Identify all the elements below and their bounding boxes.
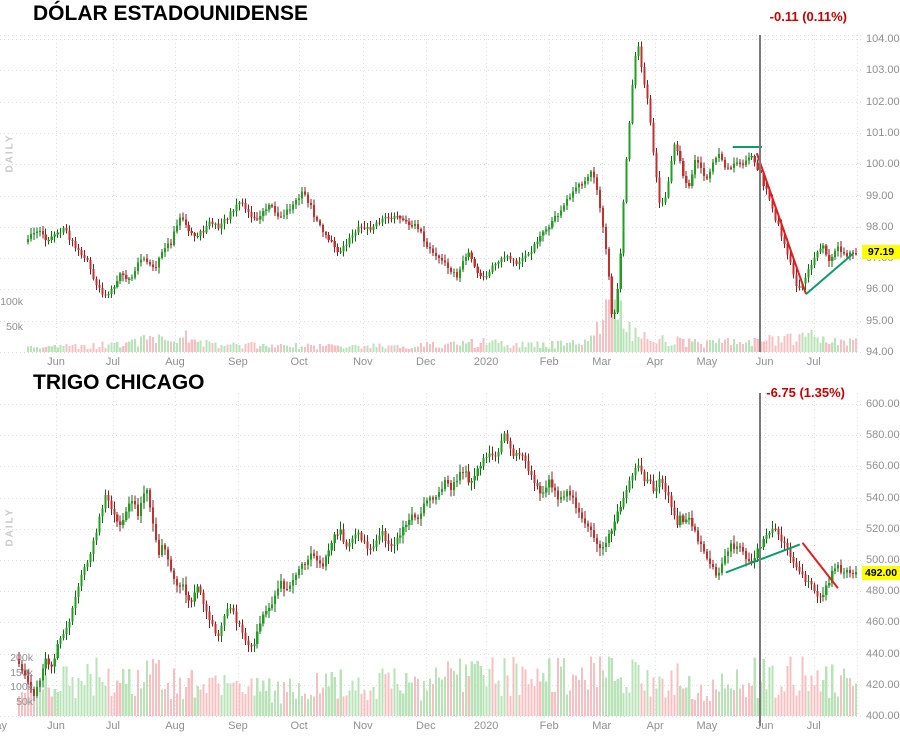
x-tick-label: Feb — [539, 356, 559, 368]
y-tick-label: 101.00 — [866, 126, 900, 139]
x-tick-label: Nov — [353, 356, 373, 368]
x-tick-label: May — [696, 720, 718, 732]
volume-axis-label: 100k — [10, 681, 33, 693]
y-tick-label: 600.00 — [866, 397, 900, 410]
y-tick-label: 102.00 — [866, 95, 900, 108]
x-tick-label: May — [0, 720, 7, 732]
volume-axis-label: 50k — [6, 321, 23, 333]
trendline-up — [725, 543, 801, 574]
volume-axis-label: 100k — [0, 296, 23, 308]
y-tick-label: 480.00 — [866, 584, 900, 597]
chart-title-wheat: TRIGO CHICAGO — [33, 371, 205, 394]
x-tick-label: Jun — [47, 720, 65, 732]
y-tick-label: 520.00 — [866, 522, 900, 535]
y-tick-label: 500.00 — [866, 553, 900, 566]
trendline-down — [755, 152, 807, 295]
change-badge-wheat: -6.75 (1.35%) — [766, 385, 845, 400]
x-tick-label: Jul — [806, 720, 821, 732]
y-tick-label: 96.00 — [866, 282, 894, 295]
x-tick-label: 2020 — [473, 356, 499, 368]
y-tick-label: 104.00 — [866, 32, 900, 45]
candles-pane0 — [26, 41, 858, 319]
candles-pane1 — [17, 430, 858, 701]
x-tick-label: Dec — [416, 720, 436, 732]
y-tick-label: 460.00 — [866, 615, 900, 628]
x-tick-label: Mar — [592, 720, 612, 732]
trendline-up — [805, 252, 855, 295]
y-tick-label: 103.00 — [866, 63, 900, 76]
y-tick-label: 580.00 — [866, 428, 900, 441]
y-tick-label: 540.00 — [866, 491, 900, 504]
x-tick-label: Oct — [290, 356, 308, 368]
x-tick-label: Mar — [592, 356, 612, 368]
x-tick-label: Apr — [646, 356, 664, 368]
x-tick-label: Aug — [165, 356, 185, 368]
y-tick-label: 98.00 — [866, 220, 894, 233]
y-tick-label: 560.00 — [866, 459, 900, 472]
y-tick-label: 400.00 — [866, 709, 900, 722]
x-tick-label: Jul — [806, 356, 821, 368]
volume-bars-pane0 — [26, 299, 858, 352]
x-tick-label: Jul — [105, 720, 120, 732]
y-tick-label: 100.00 — [866, 157, 900, 170]
x-tick-label: May — [696, 356, 718, 368]
x-tick-label: Jun — [755, 356, 774, 368]
change-badge-dollar: -0.11 (0.11%) — [769, 9, 847, 24]
x-tick-label: Nov — [353, 720, 373, 732]
volume-axis-label: 50k — [16, 695, 33, 708]
x-tick-label: Oct — [290, 720, 308, 732]
y-tick-label: 440.00 — [866, 647, 900, 660]
timeframe-label-wheat: DAILY — [4, 507, 16, 547]
y-tick-label: 95.00 — [866, 314, 894, 327]
x-tick-label: Jun — [47, 356, 65, 368]
chart-title-dollar: DÓLAR ESTADOUNIDENSE — [33, 2, 308, 25]
x-tick-label: Apr — [646, 720, 664, 732]
volume-bars-pane1 — [17, 656, 858, 716]
y-tick-label: 420.00 — [866, 678, 900, 691]
volume-axis-label: 200k — [10, 652, 33, 664]
last-price-tag-wheat: 492.00 — [862, 566, 900, 580]
x-tick-label: Sep — [228, 356, 248, 368]
x-tick-label: 2020 — [473, 720, 499, 732]
x-tick-label: Sep — [228, 720, 248, 732]
x-tick-label: Aug — [165, 720, 185, 732]
trendline-down — [801, 542, 839, 589]
x-tick-label: Dec — [416, 356, 436, 368]
y-tick-label: 99.00 — [866, 189, 894, 202]
x-tick-label: Jul — [105, 356, 120, 368]
x-tick-label: Feb — [539, 720, 559, 732]
y-tick-label: 94.00 — [866, 345, 894, 358]
x-tick-label: Jun — [755, 720, 774, 732]
volume-axis-label: 150k — [10, 666, 33, 679]
last-price-tag-dollar: 97.19 — [862, 245, 900, 259]
timeframe-label-dollar: DAILY — [4, 133, 16, 173]
